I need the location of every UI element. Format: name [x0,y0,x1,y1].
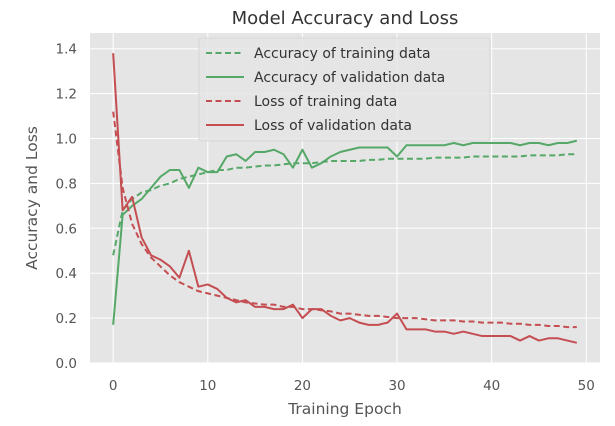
legend: Accuracy of training data Accuracy of val… [198,37,491,142]
x-axis-ticks: 0 10 20 30 40 50 [109,378,595,394]
y-tick-label: 0.2 [56,311,77,327]
legend-label-accuracy-of-training-data: Accuracy of training data [254,46,431,62]
y-tick-label: 0.8 [56,176,77,192]
y-tick-label: 0.0 [56,356,77,372]
x-tick-label: 20 [294,378,311,394]
y-axis-label: Accuracy and Loss [23,126,41,270]
series-line-loss-of-validation-data [112,53,578,344]
x-tick-label: 0 [109,378,118,394]
x-tick-label: 50 [578,378,595,394]
legend-label-loss-of-training-data: Loss of training data [254,94,397,110]
x-axis-label: Training Epoch [287,400,402,418]
y-tick-label: 1.4 [56,42,77,58]
y-tick-label: 1.2 [56,87,77,103]
series-line-accuracy-of-training-data [112,153,577,256]
y-tick-label: 1.0 [56,132,77,148]
x-tick-label: 30 [388,378,405,394]
y-tick-label: 0.4 [56,266,77,282]
series-line-accuracy-of-validation-data [112,139,578,325]
y-tick-label: 0.6 [56,221,77,237]
legend-box [198,37,491,142]
x-tick-label: 40 [483,378,500,394]
legend-label-accuracy-of-validation-data: Accuracy of validation data [254,70,445,86]
series-layer [112,53,578,344]
series-line-loss-of-training-data [112,111,577,329]
y-axis-ticks: 0.0 0.2 0.4 0.6 0.8 1.0 1.2 1.4 [56,42,77,372]
chart-title: Model Accuracy and Loss [232,8,459,29]
x-tick-label: 10 [199,378,216,394]
legend-label-loss-of-validation-data: Loss of validation data [254,118,412,134]
